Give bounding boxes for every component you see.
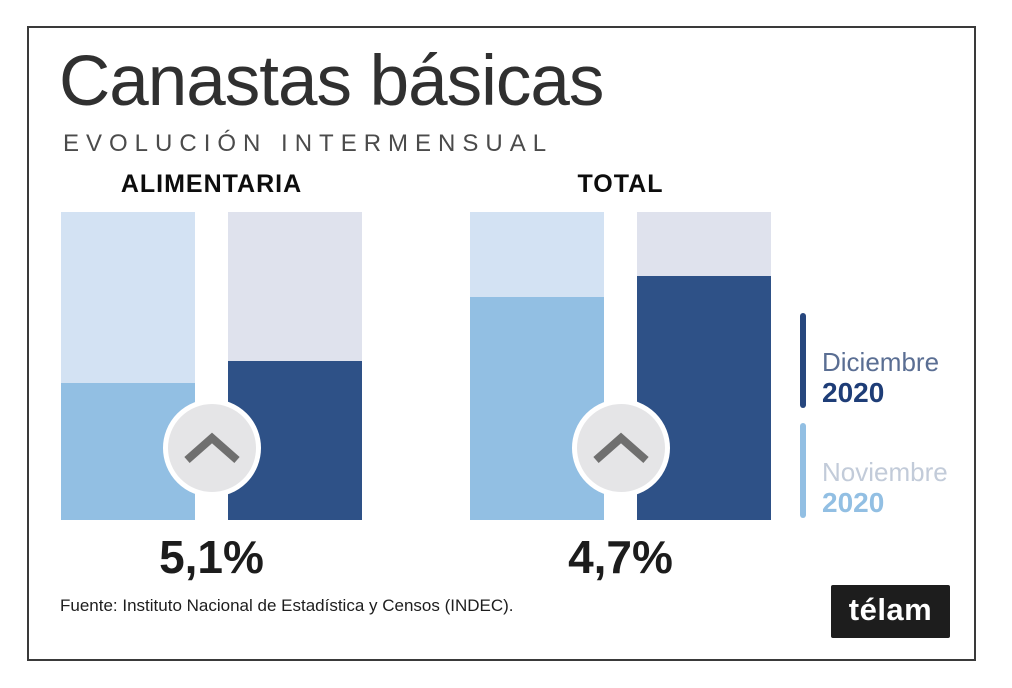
chevron-up-icon (184, 432, 240, 464)
group-heading-total: TOTAL (577, 170, 664, 198)
trend-up-badge (572, 399, 670, 497)
change-percentage-total: 4,7% (568, 531, 673, 583)
legend-year-diciembre: 2020 (822, 377, 885, 408)
legend-text: Diciembre 2020 (822, 313, 940, 409)
legend-tick-noviembre (800, 423, 806, 518)
legend: Diciembre 2020 Noviembre 2020 (800, 313, 970, 533)
bar-noviembre-fill (470, 297, 604, 520)
telam-logo-text: télam (848, 591, 933, 627)
legend-item-diciembre: Diciembre 2020 (800, 313, 970, 408)
group-heading-alimentaria: ALIMENTARIA (120, 170, 303, 198)
chevron-up-icon (593, 432, 649, 464)
legend-label-diciembre: Diciembre (822, 347, 940, 377)
legend-text: Noviembre 2020 (822, 423, 948, 519)
page-title: Canastas básicas (59, 42, 604, 121)
infographic-frame: Canastas básicas EVOLUCIÓN INTERMENSUAL … (27, 26, 976, 661)
source-note: Fuente: Instituto Nacional de Estadístic… (60, 596, 514, 615)
trend-up-badge (163, 399, 261, 497)
legend-item-noviembre: Noviembre 2020 (800, 423, 970, 518)
chart-group-alimentaria: ALIMENTARIA 5,1% (61, 168, 362, 588)
legend-year-noviembre: 2020 (822, 487, 885, 518)
telam-logo: télam (831, 585, 950, 638)
legend-label-noviembre: Noviembre (822, 457, 948, 487)
chart-group-total: TOTAL 4,7% (470, 168, 771, 588)
bar-diciembre-fill (637, 276, 771, 520)
page-subtitle: EVOLUCIÓN INTERMENSUAL (63, 130, 554, 157)
bar-pair (470, 212, 771, 520)
legend-tick-diciembre (800, 313, 806, 408)
bar-diciembre (228, 212, 362, 520)
change-percentage-alimentaria: 5,1% (159, 531, 264, 583)
